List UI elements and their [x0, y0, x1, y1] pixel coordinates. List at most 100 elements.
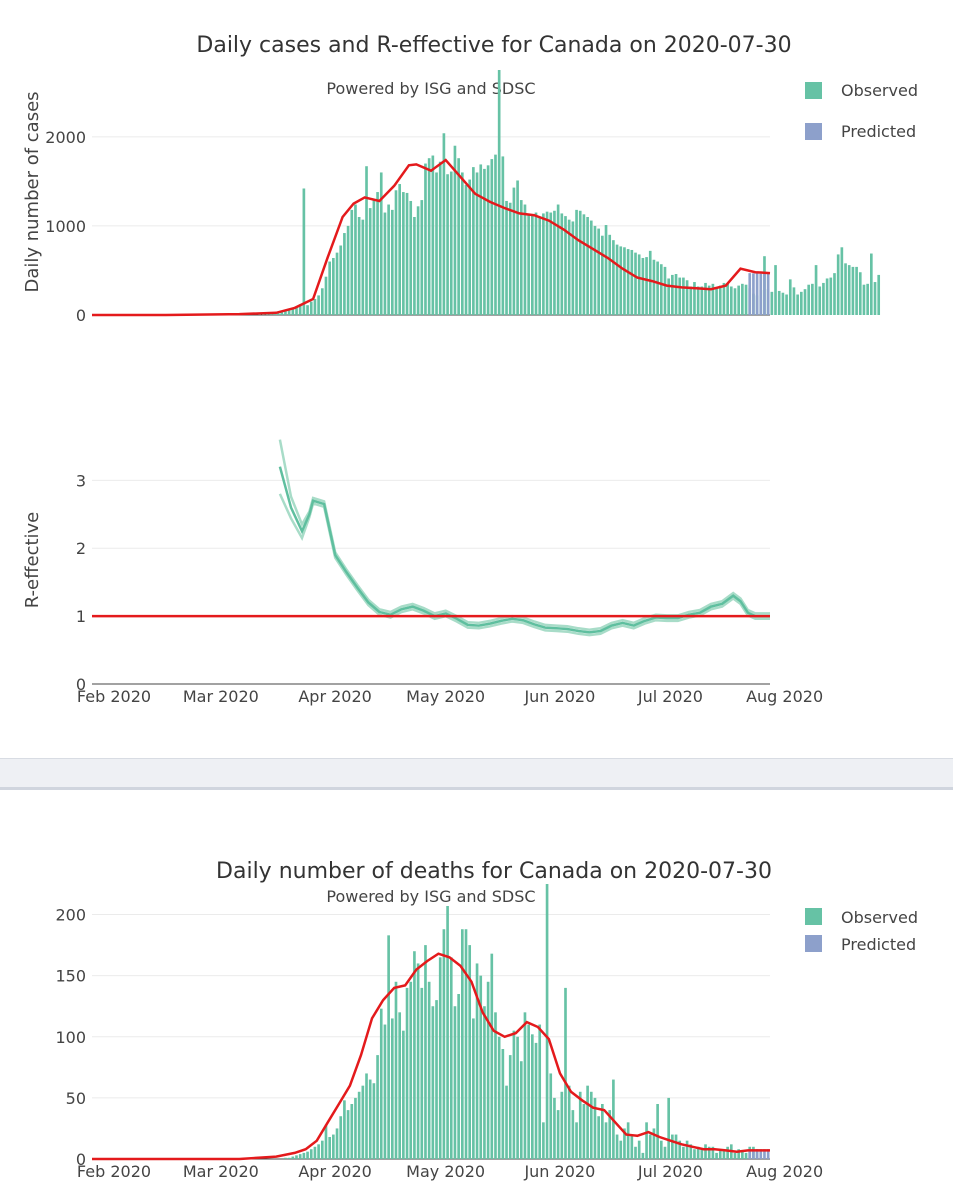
cases-observed-bar: [623, 247, 626, 315]
cases-observed-bar: [387, 205, 390, 315]
deaths-observed-bar: [505, 1086, 508, 1159]
deaths-observed-bar: [726, 1147, 729, 1159]
deaths-chart: Daily number of deaths for Canada on 202…: [0, 790, 953, 1200]
cases-observed-bar: [619, 246, 622, 315]
cases-observed-bar: [553, 211, 556, 315]
cases-observed-bar: [505, 201, 508, 315]
r-ytick-label: 1: [76, 607, 86, 626]
cases-observed-bar: [575, 210, 578, 315]
deaths-observed-bar: [516, 1037, 519, 1159]
deaths-observed-bar: [693, 1149, 696, 1159]
deaths-observed-bar: [457, 994, 460, 1159]
cases-observed-bar: [391, 210, 394, 315]
deaths-observed-bar: [509, 1055, 512, 1159]
deaths-observed-bar: [605, 1122, 608, 1159]
deaths-legend-predicted-swatch[interactable]: [805, 935, 822, 952]
deaths-observed-bar: [649, 1135, 652, 1159]
r-upper-band-line: [280, 440, 770, 630]
deaths-observed-bar: [306, 1152, 309, 1159]
cases-observed-bar: [667, 278, 670, 315]
deaths-observed-bar: [579, 1092, 582, 1159]
cases-observed-bar: [800, 292, 803, 315]
cases-observed-bar: [616, 245, 619, 315]
deaths-observed-bar: [546, 884, 549, 1159]
deaths-observed-bar: [667, 1098, 670, 1159]
deaths-observed-bar: [590, 1092, 593, 1159]
deaths-observed-bar: [568, 1086, 571, 1159]
deaths-observed-bar: [560, 1092, 563, 1159]
cases-observed-bar: [796, 295, 799, 315]
cases-observed-bar: [789, 279, 792, 315]
deaths-observed-bar: [321, 1141, 324, 1159]
deaths-observed-bar: [417, 963, 420, 1159]
deaths-observed-bar: [616, 1135, 619, 1159]
deaths-panel: Daily number of deaths for Canada on 202…: [0, 790, 953, 1200]
legend-observed-label[interactable]: Observed: [841, 81, 918, 100]
cases-observed-bar: [538, 218, 541, 315]
cases-observed-bar: [782, 293, 785, 315]
cases-observed-bar: [432, 156, 435, 315]
cases-observed-bar: [594, 226, 597, 315]
cases-observed-bar: [741, 284, 744, 315]
cases-observed-bar: [627, 249, 630, 315]
deaths-observed-bar: [310, 1149, 313, 1159]
cases-observed-bar: [855, 267, 858, 315]
deaths-ytick-label: 50: [66, 1089, 86, 1108]
deaths-observed-bar: [409, 982, 412, 1159]
deaths-observed-bar: [627, 1122, 630, 1159]
cases-observed-bar: [649, 251, 652, 315]
r-xtick-label: Apr 2020: [298, 687, 371, 706]
cases-observed-bar: [829, 278, 832, 315]
deaths-observed-bar: [645, 1122, 648, 1159]
deaths-observed-bar: [671, 1135, 674, 1159]
cases-observed-bar: [358, 217, 361, 315]
cases-predicted-bar: [756, 273, 759, 315]
deaths-xtick-label: Aug 2020: [746, 1162, 823, 1181]
deaths-observed-bar: [487, 982, 490, 1159]
cases-ytick-label: 0: [76, 306, 86, 325]
deaths-legend-observed-label[interactable]: Observed: [841, 908, 918, 927]
cases-observed-bar: [815, 265, 818, 315]
deaths-observed-bar: [402, 1031, 405, 1159]
deaths-legend-predicted-label[interactable]: Predicted: [841, 935, 916, 954]
deaths-observed-bar: [291, 1157, 294, 1159]
r-ytick-label: 2: [76, 539, 86, 558]
r-xtick-label: May 2020: [406, 687, 485, 706]
r-xtick-label: Aug 2020: [746, 687, 823, 706]
legend-observed-swatch[interactable]: [805, 82, 822, 99]
deaths-observed-bar: [642, 1153, 645, 1159]
deaths-observed-bar: [284, 1158, 287, 1159]
deaths-observed-bar: [675, 1135, 678, 1159]
cases-observed-bar: [734, 288, 737, 315]
deaths-observed-bar: [317, 1144, 320, 1159]
legend-predicted-label[interactable]: Predicted: [841, 122, 916, 141]
deaths-observed-bar: [380, 1009, 383, 1159]
deaths-legend-observed-swatch[interactable]: [805, 908, 822, 925]
deaths-observed-bar: [439, 957, 442, 1159]
deaths-observed-bar: [483, 1006, 486, 1159]
legend-predicted-swatch[interactable]: [805, 123, 822, 140]
cases-observed-bar: [502, 156, 505, 315]
deaths-observed-bar: [391, 1018, 394, 1159]
cases-observed-bar: [535, 213, 538, 315]
cases-observed-bar: [310, 302, 313, 315]
cases-observed-bar: [866, 284, 869, 315]
deaths-observed-bar: [354, 1098, 357, 1159]
deaths-observed-bar: [619, 1141, 622, 1159]
deaths-observed-bar: [745, 1153, 748, 1159]
cases-observed-bar: [395, 190, 398, 315]
cases-observed-bar: [321, 288, 324, 315]
cases-observed-bar: [590, 221, 593, 315]
cases-observed-bar: [601, 236, 604, 315]
cases-and-r-chart: Daily cases and R-effective for Canada o…: [0, 0, 953, 758]
cases-observed-bar: [325, 277, 328, 315]
cases-observed-bar: [608, 235, 611, 315]
deaths-observed-bar: [295, 1155, 298, 1159]
cases-observed-bar: [516, 180, 519, 315]
cases-observed-bar: [804, 289, 807, 315]
deaths-observed-bar: [513, 1031, 516, 1159]
r-effective-line: [280, 467, 770, 633]
deaths-observed-bar: [538, 1025, 541, 1159]
cases-observed-bar: [723, 283, 726, 315]
cases-y-axis-label: Daily number of cases: [22, 91, 43, 292]
